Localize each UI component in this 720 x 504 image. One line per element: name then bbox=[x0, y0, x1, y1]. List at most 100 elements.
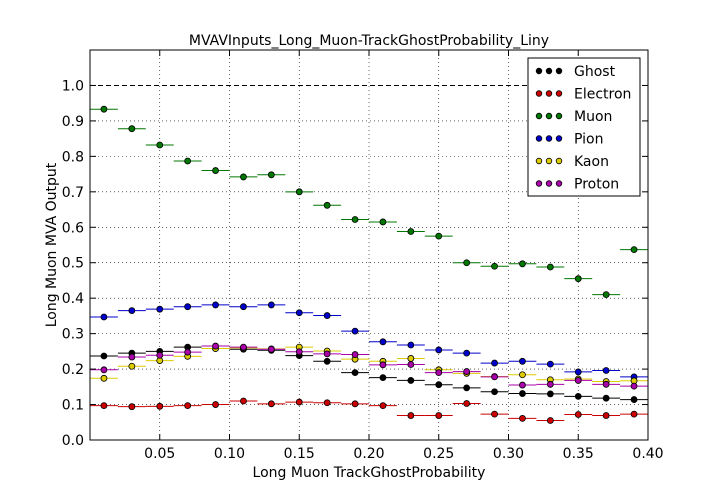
data-point bbox=[100, 352, 108, 360]
data-point bbox=[100, 366, 108, 374]
data-point bbox=[323, 350, 331, 358]
legend-box bbox=[527, 57, 641, 197]
legend-marker bbox=[555, 90, 563, 97]
axis-ticks bbox=[90, 50, 649, 441]
data-point bbox=[463, 384, 471, 392]
chart-title: MVAVInputs_Long_Muon-TrackGhostProbabili… bbox=[189, 33, 549, 49]
data-point bbox=[491, 373, 498, 381]
data-point bbox=[379, 361, 387, 369]
data-point bbox=[407, 412, 415, 419]
data-point bbox=[491, 410, 498, 418]
data-point bbox=[630, 396, 638, 403]
x-tick-label: 0.20 bbox=[353, 446, 384, 462]
data-point bbox=[351, 369, 359, 377]
legend-marker bbox=[555, 135, 563, 142]
data-point bbox=[574, 392, 582, 400]
data-point bbox=[546, 263, 554, 271]
data-point bbox=[156, 305, 164, 313]
data-point bbox=[184, 303, 192, 311]
legend-marker bbox=[535, 90, 543, 97]
data-point bbox=[630, 382, 638, 390]
series-proton bbox=[90, 342, 648, 390]
data-point bbox=[184, 348, 192, 356]
data-point bbox=[491, 359, 498, 367]
legend-marker bbox=[535, 180, 543, 187]
data-point bbox=[184, 157, 192, 165]
data-point bbox=[463, 368, 471, 375]
data-point bbox=[267, 400, 275, 408]
legend-marker bbox=[555, 180, 563, 187]
data-point bbox=[574, 377, 582, 384]
data-point bbox=[240, 303, 247, 311]
data-point bbox=[128, 307, 136, 314]
data-point bbox=[546, 380, 554, 388]
data-point bbox=[100, 105, 108, 113]
x-tick-label: 0.35 bbox=[563, 446, 594, 462]
data-point bbox=[351, 400, 359, 408]
legend-marker bbox=[535, 157, 543, 165]
y-tick-label: 0.1 bbox=[62, 398, 84, 414]
series-muon bbox=[90, 105, 648, 299]
data-point bbox=[351, 351, 359, 358]
data-point bbox=[546, 360, 554, 368]
data-point bbox=[463, 400, 471, 407]
data-point bbox=[267, 301, 275, 309]
y-tick-label: 0.2 bbox=[62, 362, 84, 378]
y-tick-label: 0.9 bbox=[62, 114, 84, 130]
legend-item-proton: Proton bbox=[535, 177, 619, 193]
legend-item-kaon: Kaon bbox=[535, 154, 609, 170]
data-point bbox=[184, 402, 192, 410]
legend-marker bbox=[545, 157, 553, 165]
data-point bbox=[602, 367, 610, 374]
legend-item-pion: Pion bbox=[535, 132, 603, 148]
legend-marker bbox=[545, 90, 553, 97]
data-point bbox=[295, 188, 303, 196]
data-point bbox=[212, 167, 219, 174]
legend: Ghost Electron Muon Pion Kaon Proton bbox=[527, 57, 641, 197]
legend-item-muon: Muon bbox=[535, 109, 612, 125]
series-electron bbox=[90, 397, 648, 424]
y-tick-label: 0.8 bbox=[62, 149, 84, 165]
data-point bbox=[295, 398, 303, 406]
data-point bbox=[100, 374, 108, 382]
legend-marker bbox=[545, 180, 553, 187]
data-point bbox=[407, 361, 415, 368]
data-point bbox=[128, 362, 136, 370]
data-point bbox=[212, 301, 219, 309]
legend-marker bbox=[545, 112, 553, 120]
data-point bbox=[491, 262, 498, 270]
legend-marker bbox=[555, 157, 563, 165]
y-tick-label: 0.7 bbox=[62, 185, 84, 201]
y-tick-labels: 0.0 0.1 0.2 0.3 0.4 0.5 0.6 0.7 0.8 0.9 1.0 bbox=[62, 78, 84, 449]
data-series bbox=[90, 105, 648, 424]
data-point bbox=[602, 380, 610, 388]
data-point bbox=[491, 388, 498, 396]
y-tick-label: 0.6 bbox=[62, 220, 84, 236]
legend-item-electron: Electron bbox=[535, 87, 631, 103]
data-point bbox=[156, 351, 164, 359]
legend-label: Pion bbox=[574, 132, 603, 148]
data-point bbox=[630, 246, 638, 254]
x-tick-label: 0.30 bbox=[493, 446, 524, 462]
data-point bbox=[295, 348, 303, 356]
data-point bbox=[519, 381, 526, 389]
data-point bbox=[379, 338, 387, 346]
y-axis-label: Long Muon MVA Output bbox=[44, 162, 60, 327]
data-point bbox=[240, 397, 247, 405]
data-point bbox=[463, 349, 471, 357]
legend-label: Proton bbox=[574, 177, 619, 193]
data-point bbox=[602, 394, 610, 402]
data-point bbox=[519, 390, 526, 397]
legend-marker bbox=[555, 67, 563, 75]
legend-label: Electron bbox=[574, 87, 631, 103]
legend-label: Ghost bbox=[574, 64, 616, 80]
data-point bbox=[519, 260, 526, 268]
data-point bbox=[156, 402, 164, 410]
data-point bbox=[100, 313, 108, 321]
data-point bbox=[379, 402, 387, 410]
x-tick-labels: 0.05 0.10 0.15 0.20 0.25 0.30 0.35 0.40 bbox=[144, 446, 663, 462]
y-tick-label: 0.3 bbox=[62, 327, 84, 343]
data-point bbox=[100, 402, 108, 410]
legend-marker bbox=[555, 112, 563, 120]
data-point bbox=[323, 201, 331, 209]
